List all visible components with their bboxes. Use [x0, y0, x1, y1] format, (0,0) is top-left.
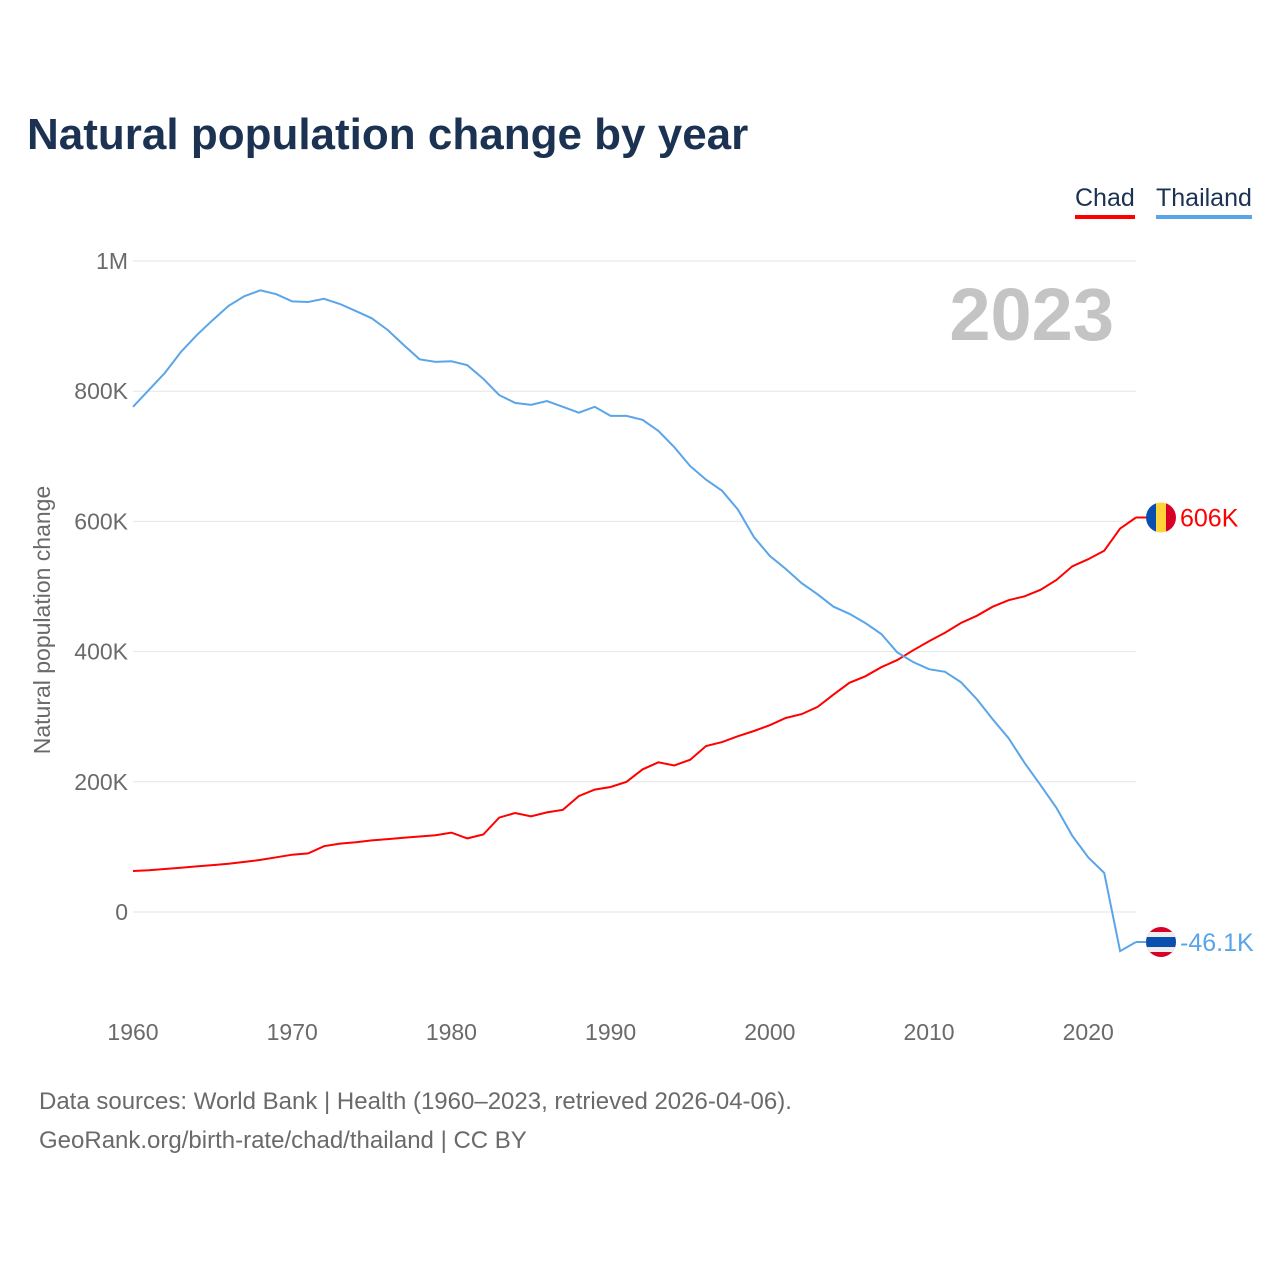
- end-value-label: 606K: [1180, 504, 1239, 532]
- series-line-thailand: [132, 289, 1137, 953]
- y-tick-label: 800K: [74, 378, 128, 404]
- legend-item-chad[interactable]: Chad: [1075, 184, 1135, 219]
- y-axis-label: Natural population change: [29, 486, 55, 755]
- x-tick-label: 2010: [903, 1019, 954, 1045]
- end-value-label: -46.1K: [1180, 929, 1254, 957]
- x-tick-label: 1960: [107, 1019, 158, 1045]
- flag-icon-thailand: [1146, 927, 1176, 958]
- series-line-chad: [132, 516, 1137, 872]
- y-tick-label: 0: [115, 899, 128, 925]
- y-tick-label: 400K: [74, 639, 128, 665]
- y-tick-label: 200K: [74, 769, 128, 795]
- chart-title: Natural population change by year: [27, 110, 749, 159]
- x-tick-label: 2020: [1063, 1019, 1114, 1045]
- data-source-text: Data sources: World Bank | Health (1960–…: [39, 1088, 792, 1115]
- x-tick-label: 1980: [426, 1019, 477, 1045]
- flag-icon-chad: [1146, 502, 1176, 533]
- y-tick-label: 1M: [96, 248, 128, 274]
- x-tick-label: 2000: [744, 1019, 795, 1045]
- year-label: 2023: [949, 273, 1114, 356]
- x-tick-label: 1990: [585, 1019, 636, 1045]
- x-tick-label: 1970: [267, 1019, 318, 1045]
- source-link-text[interactable]: GeoRank.org/birth-rate/chad/thailand | C…: [39, 1127, 527, 1154]
- y-tick-label: 600K: [74, 508, 128, 534]
- legend-item-thailand[interactable]: Thailand: [1156, 184, 1252, 219]
